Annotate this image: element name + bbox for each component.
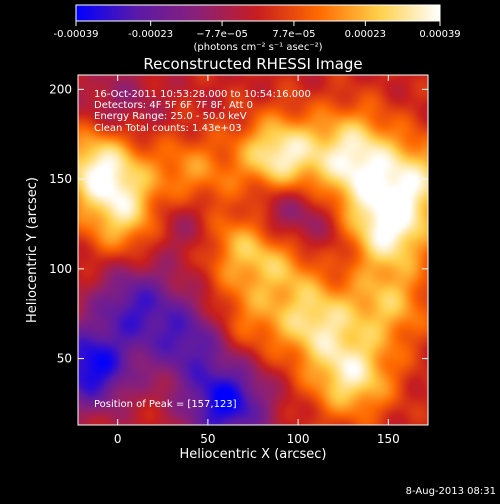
- info-time: 16-Oct-2011 10:53:28.000 to 10:54:16.000: [94, 89, 311, 100]
- colorbar: -0.00039 -0.00023 −7.7e−05 7.7e−05 0.00023 0.…: [54, 4, 461, 53]
- y-tick-label: 50: [57, 352, 72, 366]
- info-energy: Energy Range: 25.0 - 50.0 keV: [94, 111, 247, 122]
- colorbar-units: (photons cm⁻² s⁻¹ asec⁻²): [193, 42, 322, 53]
- colorbar-tick-label: 0.00039: [419, 29, 460, 40]
- x-tick-label: 50: [200, 432, 215, 446]
- x-tick-label: 100: [287, 432, 310, 446]
- y-tick-label: 200: [49, 82, 72, 96]
- colorbar-scale: [75, 4, 441, 22]
- info-clean: Clean Total counts: 1.43e+03: [94, 123, 242, 134]
- y-tick-label: 150: [49, 172, 72, 186]
- colorbar-tick-label: -0.00023: [128, 29, 173, 40]
- colorbar-ticks: -0.00039 -0.00023 −7.7e−05 7.7e−05 0.00023 0.…: [54, 21, 461, 40]
- y-tick-label: 100: [49, 262, 72, 276]
- colorbar-tick-label: -0.00039: [54, 29, 99, 40]
- colorbar-tick-label: 0.00023: [345, 29, 386, 40]
- footer-timestamp: 8-Aug-2013 08:31: [406, 486, 496, 497]
- heatmap-image: [78, 75, 428, 425]
- x-axis-ticks: 0 50 100 150: [114, 75, 400, 446]
- plot-area: 0 50 100 150 50 100 150 200: [49, 74, 429, 446]
- info-block: 16-Oct-2011 10:53:28.000 to 10:54:16.000…: [94, 89, 311, 410]
- x-tick-label: 0: [114, 432, 122, 446]
- chart-title: Reconstructed RHESSI Image: [143, 55, 362, 73]
- y-axis-ticks: 50 100 150 200: [49, 82, 428, 366]
- y-axis-title: Heliocentric Y (arcsec): [25, 177, 40, 323]
- colorbar-tick-label: 7.7e−05: [272, 29, 315, 40]
- colorbar-tick-label: −7.7e−05: [196, 29, 248, 40]
- x-axis-title: Heliocentric X (arcsec): [180, 447, 327, 462]
- info-peak: Position of Peak = [157,123]: [94, 399, 237, 410]
- x-tick-label: 150: [377, 432, 400, 446]
- info-detectors: Detectors: 4F 5F 6F 7F 8F, Att 0: [94, 100, 253, 111]
- plot-frame: [77, 74, 429, 426]
